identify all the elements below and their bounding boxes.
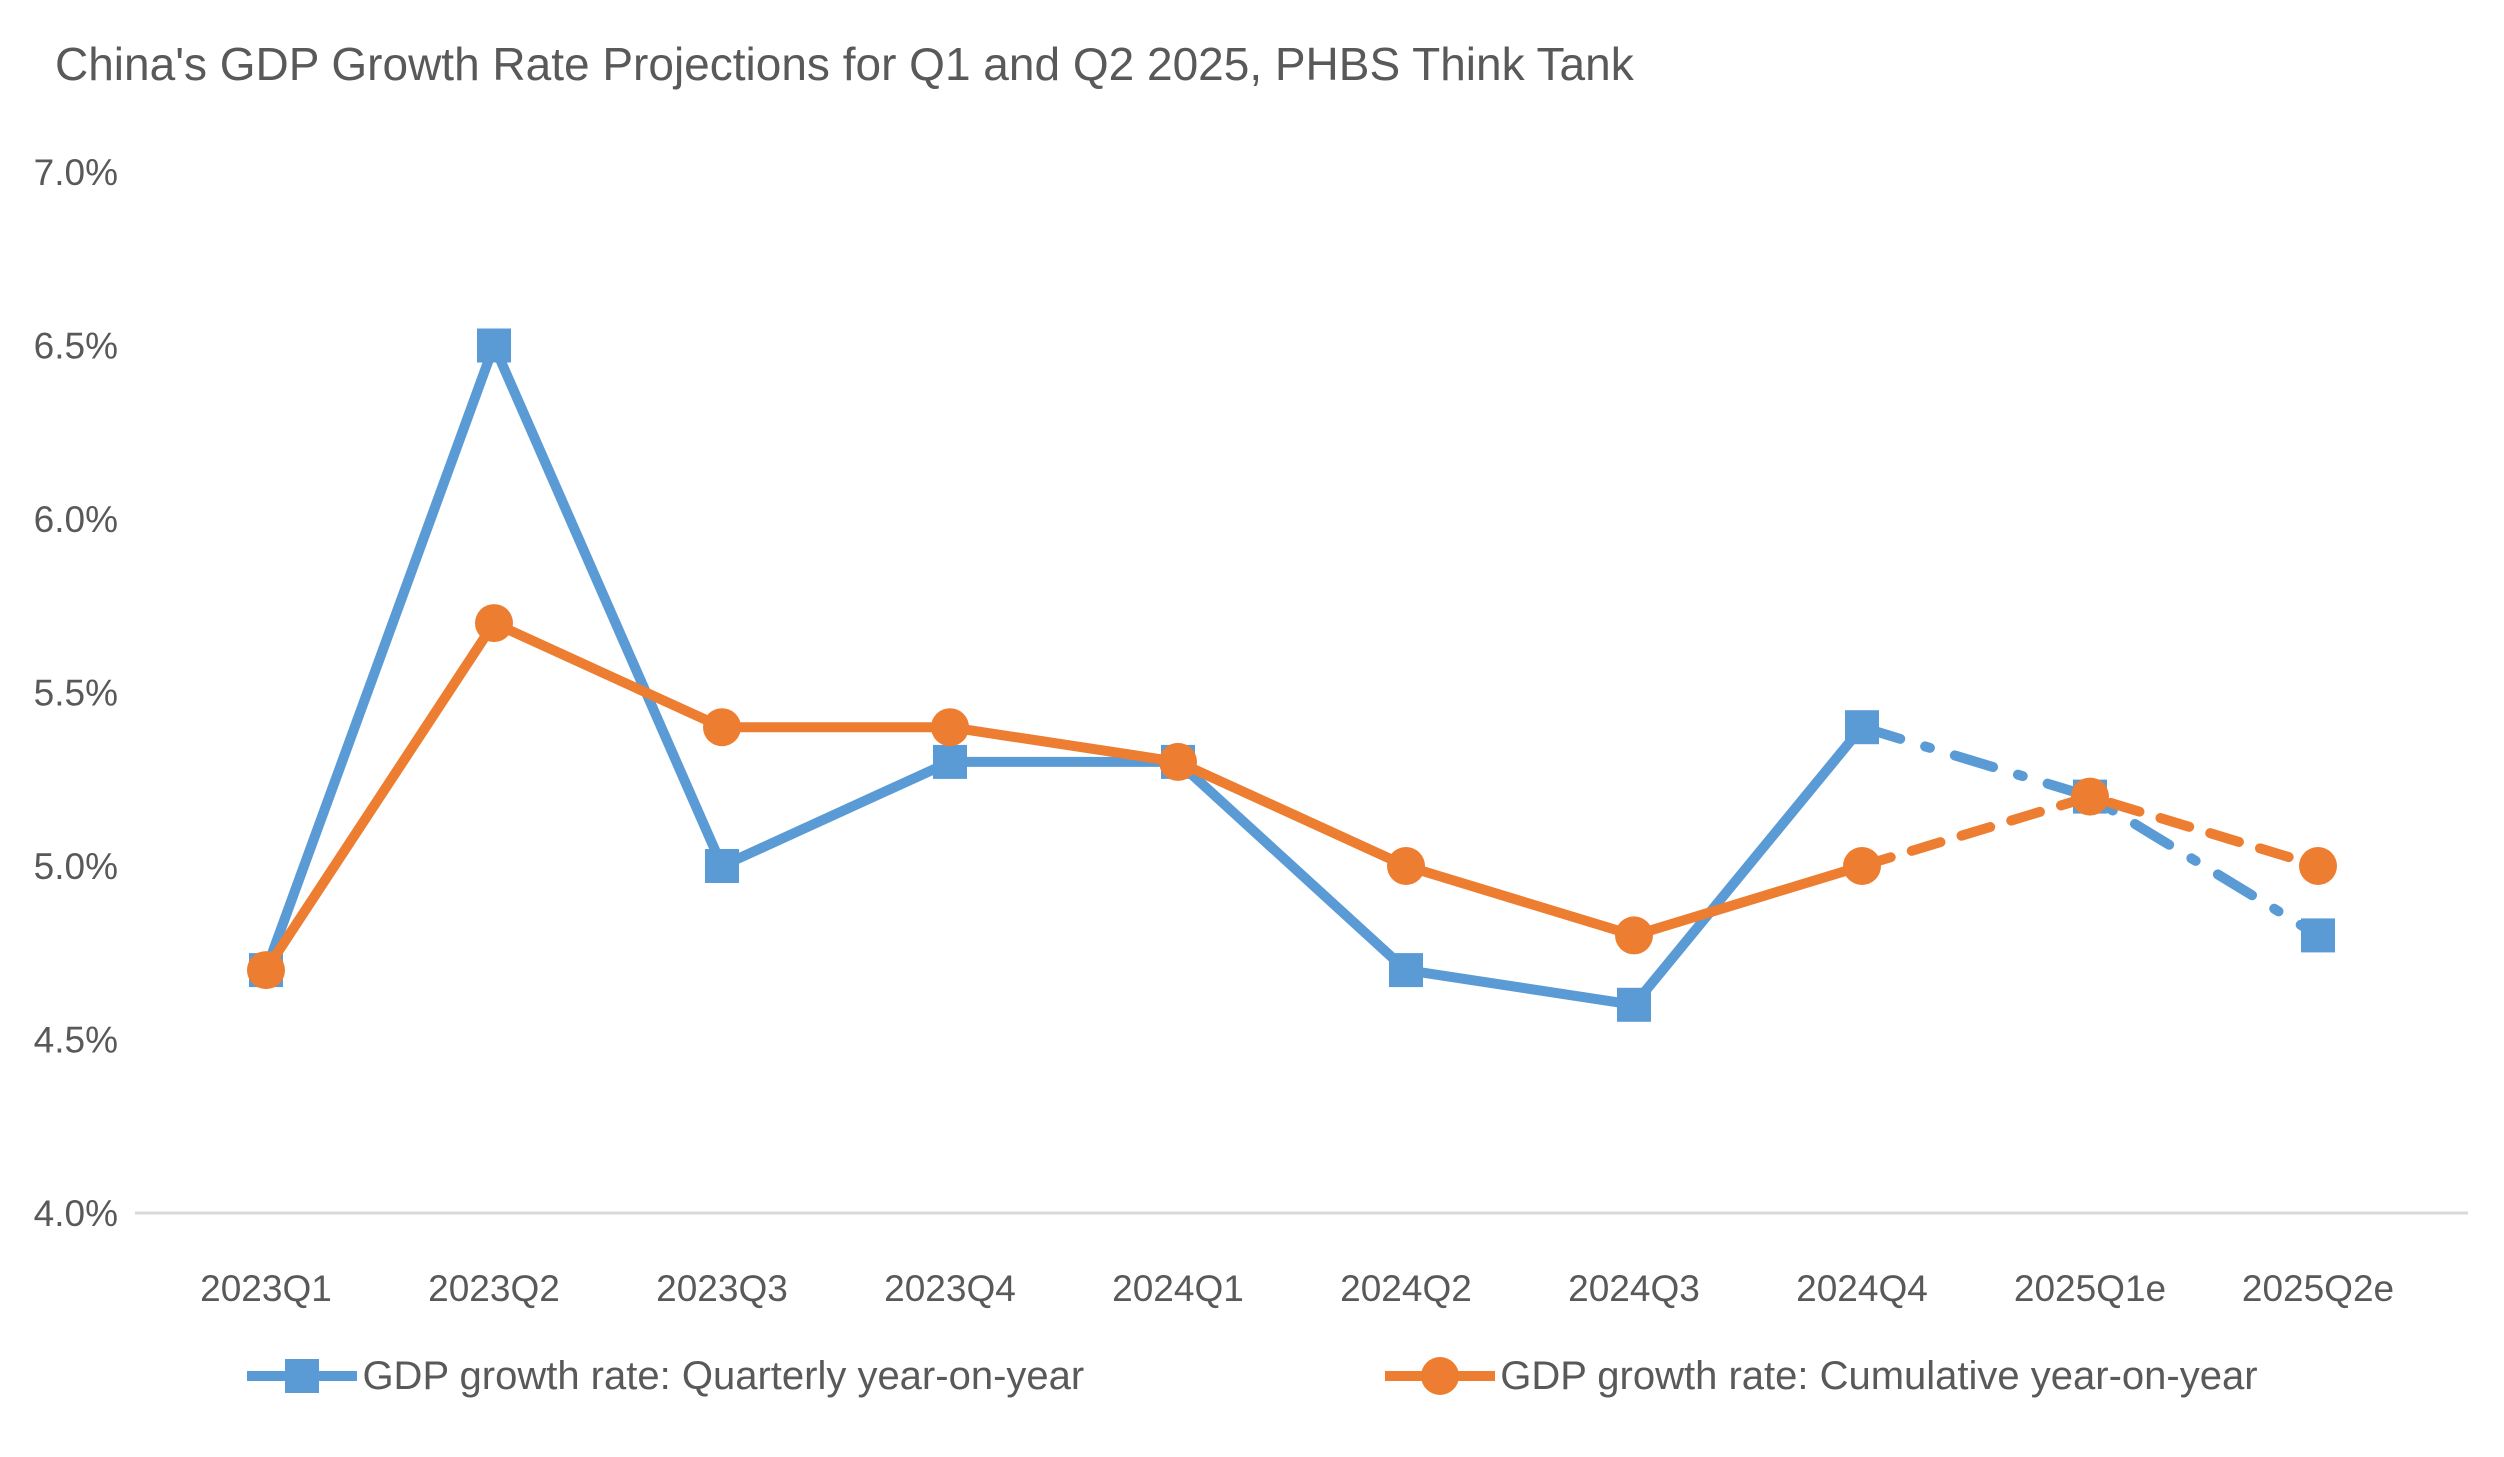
y-axis-tick-label: 7.0% — [34, 152, 118, 193]
y-axis-tick-label: 6.5% — [34, 326, 118, 367]
series-0-projection-line — [1857, 722, 2323, 941]
data-point-series-1-2024q4-circle-marker — [1843, 847, 1881, 885]
data-point-series-1-2023q4-circle-marker — [931, 708, 969, 747]
data-point-series-1-2024q1-circle-marker — [1159, 742, 1197, 781]
legend-item-cumulative: GDP growth rate: Cumulative year-on-year — [1384, 1352, 2258, 1400]
y-axis-tick-label: 5.5% — [34, 673, 118, 714]
data-point-series-1-2024q3-circle-marker — [1615, 916, 1653, 955]
x-axis-tick-label: 2023Q3 — [656, 1268, 788, 1309]
x-axis-tick-label: 2024Q3 — [1568, 1268, 1700, 1309]
x-axis-tick-label: 2024Q1 — [1112, 1268, 1244, 1309]
x-axis-tick-label: 2023Q2 — [428, 1268, 560, 1309]
data-point-series-1-2025q2e-circle-marker — [2299, 847, 2337, 885]
y-axis-tick-label: 4.5% — [34, 1020, 118, 1061]
x-axis-tick-label: 2023Q1 — [200, 1268, 332, 1309]
data-point-series-1-2023q2-circle-marker — [475, 604, 513, 643]
x-axis-tick-label: 2024Q2 — [1340, 1268, 1472, 1309]
data-point-series-0-2024q3-square-marker — [1617, 987, 1651, 1022]
legend-cumulative-circle-marker-icon — [1385, 1357, 1496, 1395]
legend-quarterly-square-marker-icon — [247, 1359, 358, 1393]
data-point-series-1-2024q2-circle-marker — [1387, 847, 1425, 885]
data-point-series-0-2025q2e-square-marker — [2301, 918, 2335, 953]
legend-label-cumulative: GDP growth rate: Cumulative year-on-year — [1500, 1353, 2258, 1398]
data-point-series-0-2023q3-square-marker — [705, 849, 739, 883]
chart-legend: GDP growth rate: Quarterly year-on-year … — [0, 1352, 2504, 1400]
legend-label-quarterly: GDP growth rate: Quarterly year-on-year — [362, 1353, 1085, 1398]
data-point-series-1-2023q1-circle-marker — [247, 951, 285, 990]
x-axis-tick-label: 2023Q4 — [884, 1268, 1016, 1309]
y-axis-tick-label: 5.0% — [34, 846, 118, 887]
x-axis-tick-label: 2025Q1e — [2014, 1268, 2166, 1309]
legend-item-quarterly: GDP growth rate: Quarterly year-on-year — [246, 1352, 1084, 1400]
x-axis-tick-label: 2025Q2e — [2242, 1268, 2394, 1309]
data-point-series-1-2023q3-circle-marker — [703, 708, 741, 747]
series-1-solid-line — [261, 618, 1864, 973]
chart-title: China's GDP Growth Rate Projections for … — [55, 38, 1634, 90]
data-point-series-0-2023q2-square-marker — [477, 328, 511, 363]
data-point-series-0-2024q2-square-marker — [1389, 953, 1423, 988]
data-point-series-1-2025q1e-circle-marker — [2071, 777, 2109, 816]
series-0-solid-line — [261, 340, 1866, 1010]
data-point-series-0-2023q4-square-marker — [933, 744, 967, 779]
y-axis-tick-label: 6.0% — [34, 499, 118, 540]
y-axis-tick-label: 4.0% — [34, 1193, 118, 1234]
x-axis-tick-label: 2024Q4 — [1796, 1268, 1928, 1309]
data-point-series-0-2024q4-square-marker — [1845, 710, 1879, 745]
